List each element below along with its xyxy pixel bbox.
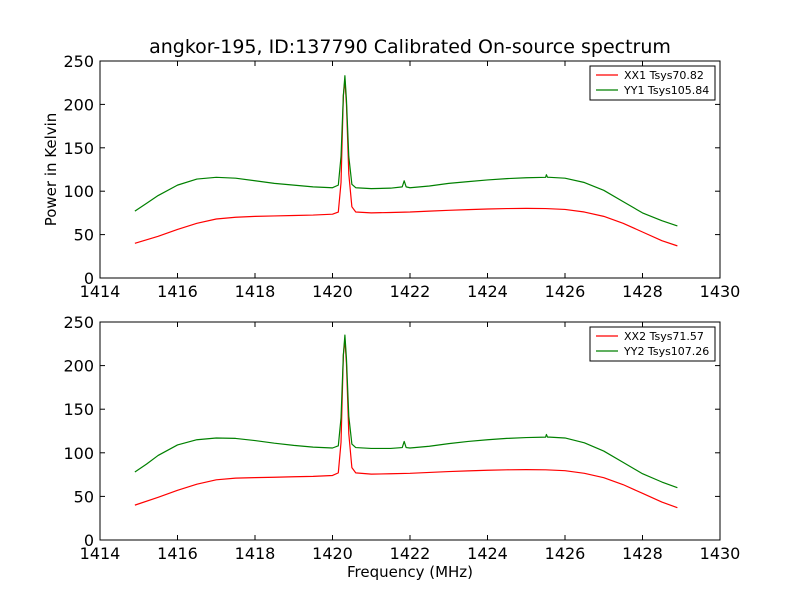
x-tick-label: 1416 — [157, 282, 198, 301]
x-tick-label: 1418 — [235, 282, 276, 301]
legend-2: XX2 Tsys71.57 YY2 Tsys107.26 — [589, 326, 716, 362]
y-tick-label: 100 — [63, 182, 94, 201]
x-tick-label: 1414 — [80, 282, 121, 301]
series-line-2-2 — [134, 334, 678, 489]
x-tick-label: 1428 — [622, 544, 663, 563]
x-tick-label: 1430 — [700, 544, 741, 563]
legend-1: XX1 Tsys70.82 YY1 Tsys105.84 — [589, 65, 716, 101]
x-tick-label: 1420 — [312, 282, 353, 301]
y-tick-label: 0 — [84, 269, 94, 288]
panel-2: 1414 1416 1418 1420 1422 1424 1426 1428 1430 0 50 1… — [63, 313, 740, 581]
x-tick-label: 1424 — [467, 544, 508, 563]
x-tick-label: 1422 — [390, 282, 431, 301]
x-tick-label: 1416 — [157, 544, 198, 563]
x-tick-label: 1422 — [390, 544, 431, 563]
chart-title: angkor-195, ID:137790 Calibrated On-sour… — [149, 36, 671, 58]
x-tick-label: 1426 — [545, 544, 586, 563]
x-tick-label: 1420 — [312, 544, 353, 563]
x-tick-label: 1430 — [700, 282, 741, 301]
legend-label: XX2 Tsys71.57 — [624, 330, 704, 343]
series-line-1-2 — [134, 75, 678, 227]
legend-label: YY2 Tsys107.26 — [623, 345, 709, 358]
panel-1: 1414 1416 1418 1420 1422 1424 1426 1428 1430 0 50 1… — [42, 52, 740, 301]
y-tick-label: 250 — [63, 52, 94, 71]
x-tick-label: 1418 — [235, 544, 276, 563]
legend-box — [589, 65, 716, 101]
y-tick-label: 200 — [63, 95, 94, 114]
x-tick-label: 1426 — [545, 282, 586, 301]
y-tick-label: 50 — [74, 487, 94, 506]
y-axis-label: Power in Kelvin — [42, 113, 60, 227]
legend-label: XX1 Tsys70.82 — [624, 69, 704, 82]
y-tick-label: 0 — [84, 531, 94, 550]
x-tick-label: 1428 — [622, 282, 663, 301]
y-tick-label: 150 — [63, 400, 94, 419]
y-tick-label: 200 — [63, 357, 94, 376]
x-axis-label: Frequency (MHz) — [347, 563, 473, 581]
y-tick-label: 250 — [63, 313, 94, 332]
y-tick-label: 50 — [74, 226, 94, 245]
x-tick-label: 1424 — [467, 282, 508, 301]
legend-label: YY1 Tsys105.84 — [623, 84, 709, 97]
y-tick-label: 100 — [63, 444, 94, 463]
series-line-2-1 — [134, 338, 678, 509]
x-tick-label: 1414 — [80, 544, 121, 563]
y-tick-label: 150 — [63, 139, 94, 158]
panels: 1414 1416 1418 1420 1422 1424 1426 1428 1430 0 50 1… — [42, 52, 740, 581]
legend-box — [589, 326, 716, 362]
series-line-1-1 — [134, 79, 678, 247]
